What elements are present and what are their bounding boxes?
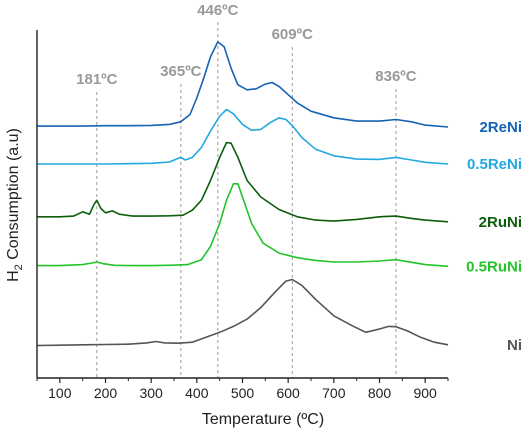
y-axis-title: H2 Consumption (a.u): [5, 128, 25, 282]
y-axis-title-main: H: [5, 270, 22, 282]
peak-label: 446ºC: [197, 2, 239, 19]
peak-label: 365ºC: [160, 63, 202, 80]
series-line: [37, 41, 449, 128]
x-tick-label: 900: [413, 385, 437, 401]
x-tick-label: 100: [48, 385, 72, 401]
series-label: Ni: [507, 337, 522, 354]
series-line: [36, 278, 449, 347]
peak-label: 181ºC: [76, 71, 118, 88]
series-label: 2ReNi: [479, 119, 522, 136]
series-line: [37, 183, 449, 268]
x-axis-title: Temperature (ºC): [202, 411, 324, 428]
y-axis-title-rest: Consumption (a.u): [5, 128, 22, 264]
reference-lines: [96, 22, 397, 378]
peak-label: 836ºC: [375, 68, 417, 85]
x-ticks: 100 200 300 400 500 600 700 800 900: [36, 378, 449, 401]
series-lines: [36, 41, 449, 347]
x-tick-label: 700: [322, 385, 346, 401]
x-tick-label: 500: [231, 385, 255, 401]
x-tick-label: 300: [139, 385, 163, 401]
series-label: 0.5ReNi: [467, 156, 522, 173]
series-label: 0.5RuNi: [466, 258, 522, 275]
x-tick-label: 800: [368, 385, 392, 401]
peak-labels: 181ºC 365ºC 446ºC 609ºC 836ºC: [76, 2, 417, 88]
series-labels: 2ReNi 0.5ReNi 2RuNi 0.5RuNi Ni: [466, 119, 522, 354]
peak-label: 609ºC: [272, 26, 314, 43]
series-line: [37, 108, 449, 165]
x-tick-label: 200: [94, 385, 118, 401]
series-line: [37, 141, 449, 223]
x-tick-label: 400: [185, 385, 209, 401]
x-tick-label: 600: [276, 385, 300, 401]
y-axis-title-subscript: 2: [13, 264, 25, 270]
series-label: 2RuNi: [479, 214, 522, 231]
